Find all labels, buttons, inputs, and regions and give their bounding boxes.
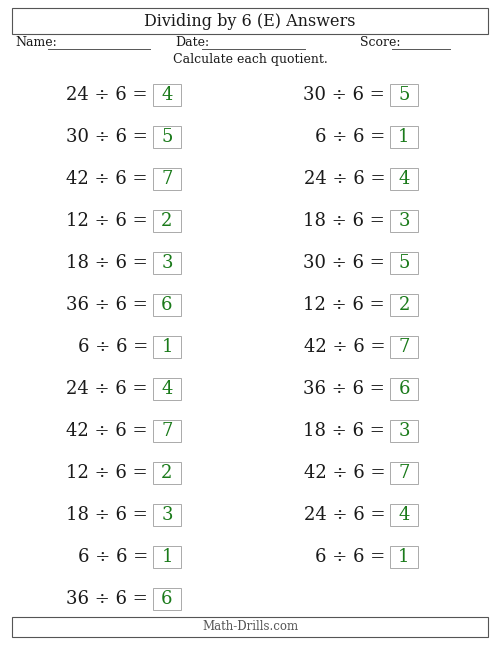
Text: 36 ÷ 6 =: 36 ÷ 6 =: [303, 380, 385, 398]
Bar: [390, 336, 418, 358]
Bar: [153, 252, 181, 274]
Text: 2: 2: [162, 212, 172, 230]
Text: Math-Drills.com: Math-Drills.com: [202, 620, 298, 633]
Text: 1: 1: [161, 548, 173, 566]
Bar: [390, 84, 418, 106]
Text: 1: 1: [161, 338, 173, 356]
Text: Date:: Date:: [175, 36, 209, 50]
Bar: [153, 588, 181, 610]
Bar: [12, 617, 488, 637]
Bar: [153, 84, 181, 106]
Bar: [390, 210, 418, 232]
Bar: [153, 126, 181, 148]
Text: 24 ÷ 6 =: 24 ÷ 6 =: [304, 506, 385, 524]
Text: 6: 6: [161, 590, 173, 608]
Bar: [390, 462, 418, 484]
Text: 5: 5: [162, 128, 172, 146]
Text: Calculate each quotient.: Calculate each quotient.: [172, 54, 328, 67]
Text: Score:: Score:: [360, 36, 401, 50]
Text: 3: 3: [398, 422, 410, 440]
Text: 4: 4: [162, 86, 172, 104]
Bar: [153, 546, 181, 568]
Text: 12 ÷ 6 =: 12 ÷ 6 =: [66, 464, 148, 482]
Text: 1: 1: [398, 548, 410, 566]
Text: 12 ÷ 6 =: 12 ÷ 6 =: [304, 296, 385, 314]
Text: Dividing by 6 (E) Answers: Dividing by 6 (E) Answers: [144, 12, 356, 30]
Bar: [390, 420, 418, 442]
Text: 6: 6: [161, 296, 173, 314]
Bar: [153, 168, 181, 190]
Bar: [390, 378, 418, 400]
Bar: [390, 504, 418, 526]
Text: 6 ÷ 6 =: 6 ÷ 6 =: [78, 548, 148, 566]
Text: 42 ÷ 6 =: 42 ÷ 6 =: [66, 170, 148, 188]
Text: 18 ÷ 6 =: 18 ÷ 6 =: [303, 212, 385, 230]
Text: 4: 4: [398, 506, 409, 524]
Text: 5: 5: [398, 254, 409, 272]
Text: 6 ÷ 6 =: 6 ÷ 6 =: [78, 338, 148, 356]
Bar: [153, 462, 181, 484]
Bar: [12, 8, 488, 34]
Text: 24 ÷ 6 =: 24 ÷ 6 =: [304, 170, 385, 188]
Text: 6: 6: [398, 380, 410, 398]
Text: 7: 7: [398, 464, 409, 482]
Text: 18 ÷ 6 =: 18 ÷ 6 =: [66, 254, 148, 272]
Bar: [153, 378, 181, 400]
Text: Name:: Name:: [15, 36, 57, 50]
Text: 3: 3: [161, 506, 173, 524]
Text: 12 ÷ 6 =: 12 ÷ 6 =: [66, 212, 148, 230]
Text: 24 ÷ 6 =: 24 ÷ 6 =: [66, 380, 148, 398]
Text: 3: 3: [398, 212, 410, 230]
Bar: [153, 294, 181, 316]
Text: 30 ÷ 6 =: 30 ÷ 6 =: [66, 128, 148, 146]
Text: 7: 7: [398, 338, 409, 356]
Text: 24 ÷ 6 =: 24 ÷ 6 =: [66, 86, 148, 104]
Bar: [153, 336, 181, 358]
Text: 7: 7: [162, 170, 172, 188]
Text: 30 ÷ 6 =: 30 ÷ 6 =: [303, 254, 385, 272]
Text: 4: 4: [398, 170, 409, 188]
Text: 42 ÷ 6 =: 42 ÷ 6 =: [304, 464, 385, 482]
Text: 42 ÷ 6 =: 42 ÷ 6 =: [304, 338, 385, 356]
Bar: [153, 420, 181, 442]
Text: 2: 2: [398, 296, 409, 314]
Text: 30 ÷ 6 =: 30 ÷ 6 =: [303, 86, 385, 104]
Text: 18 ÷ 6 =: 18 ÷ 6 =: [303, 422, 385, 440]
Text: 3: 3: [161, 254, 173, 272]
Text: 18 ÷ 6 =: 18 ÷ 6 =: [66, 506, 148, 524]
Text: 6 ÷ 6 =: 6 ÷ 6 =: [315, 128, 385, 146]
Text: 42 ÷ 6 =: 42 ÷ 6 =: [66, 422, 148, 440]
Bar: [390, 252, 418, 274]
Text: 36 ÷ 6 =: 36 ÷ 6 =: [66, 590, 148, 608]
Text: 2: 2: [162, 464, 172, 482]
Text: 36 ÷ 6 =: 36 ÷ 6 =: [66, 296, 148, 314]
Text: 1: 1: [398, 128, 410, 146]
Bar: [390, 168, 418, 190]
Bar: [390, 546, 418, 568]
Text: 7: 7: [162, 422, 172, 440]
Text: 4: 4: [162, 380, 172, 398]
Bar: [390, 294, 418, 316]
Text: 6 ÷ 6 =: 6 ÷ 6 =: [315, 548, 385, 566]
Bar: [390, 126, 418, 148]
Bar: [153, 504, 181, 526]
Bar: [153, 210, 181, 232]
Text: 5: 5: [398, 86, 409, 104]
